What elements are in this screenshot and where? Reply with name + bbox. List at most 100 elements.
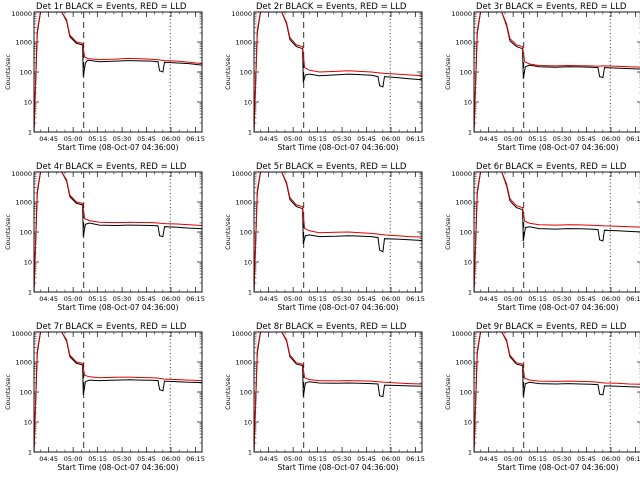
y-tick-label: 10 [24, 99, 32, 107]
x-tick-label: 06:15 [186, 295, 205, 303]
y-tick-label: 1 [28, 449, 32, 457]
x-axis-label: Start Time (08-Oct-07 04:36:00) [497, 143, 618, 152]
y-tick-label: 1000 [455, 199, 472, 207]
x-tick-label: 05:15 [528, 295, 547, 303]
y-tick-label: 1 [468, 449, 472, 457]
x-tick-label: 05:30 [333, 455, 352, 463]
x-axis-label: Start Time (08-Oct-07 04:36:00) [57, 303, 178, 312]
y-tick-label: 100 [20, 229, 32, 237]
x-tick-label: 05:30 [553, 135, 572, 143]
x-tick-label: 06:00 [382, 455, 401, 463]
y-tick-label: 100 [460, 389, 472, 397]
x-tick-label: 06:00 [382, 295, 401, 303]
y-axis-label: Counts/sec [224, 214, 232, 250]
x-tick-label: 05:30 [333, 295, 352, 303]
y-tick-label: 10 [244, 99, 252, 107]
y-tick-label: 10 [24, 259, 32, 267]
lld-series-line [254, 172, 422, 292]
x-tick-label: 05:30 [113, 135, 132, 143]
y-tick-label: 10000 [231, 10, 252, 18]
x-tick-label: 06:00 [382, 135, 401, 143]
y-tick-label: 10 [24, 419, 32, 427]
y-tick-label: 10 [464, 259, 472, 267]
x-tick-label: 04:45 [479, 455, 498, 463]
plot-frame [473, 11, 640, 133]
plot-title: Det 8r BLACK = Events, RED = LLD [256, 322, 407, 332]
x-tick-label: 06:15 [626, 295, 640, 303]
detector-plot-8: Det 8r BLACK = Events, RED = LLD Counts/s… [224, 322, 425, 472]
x-tick-label: 06:15 [406, 455, 425, 463]
plot-frame [253, 331, 423, 453]
detector-plot-4: Det 4r BLACK = Events, RED = LLD Counts/s… [4, 162, 205, 312]
y-tick-label: 10 [464, 99, 472, 107]
x-tick-label: 06:00 [162, 135, 181, 143]
x-tick-label: 05:00 [64, 135, 83, 143]
y-tick-label: 10000 [451, 330, 472, 338]
x-tick-label: 04:45 [479, 295, 498, 303]
x-axis-label: Start Time (08-Oct-07 04:36:00) [277, 303, 398, 312]
plot-title: Det 6r BLACK = Events, RED = LLD [476, 162, 627, 172]
y-tick-label: 1 [248, 129, 252, 137]
detector-plot-6: Det 6r BLACK = Events, RED = LLD Counts/s… [444, 162, 640, 312]
detector-plot-9: Det 9r BLACK = Events, RED = LLD Counts/s… [444, 322, 640, 472]
x-tick-label: 05:45 [577, 455, 596, 463]
y-tick-label: 10000 [231, 170, 252, 178]
lld-series-line [34, 12, 202, 132]
y-tick-label: 10000 [11, 10, 32, 18]
x-tick-label: 05:00 [284, 135, 303, 143]
y-tick-label: 10 [244, 259, 252, 267]
events-series-line [474, 332, 640, 452]
x-tick-label: 05:45 [357, 295, 376, 303]
x-tick-label: 05:30 [553, 295, 572, 303]
x-tick-label: 05:15 [528, 135, 547, 143]
x-tick-label: 05:45 [577, 135, 596, 143]
x-tick-label: 05:45 [357, 455, 376, 463]
lld-series-line [34, 172, 202, 292]
x-tick-label: 04:45 [479, 135, 498, 143]
x-tick-label: 05:15 [308, 295, 327, 303]
x-tick-label: 05:00 [284, 455, 303, 463]
x-axis-label: Start Time (08-Oct-07 04:36:00) [277, 143, 398, 152]
x-tick-label: 04:45 [39, 295, 58, 303]
y-axis-label: Counts/sec [444, 54, 452, 90]
x-tick-label: 05:00 [504, 455, 523, 463]
y-tick-label: 100 [460, 229, 472, 237]
y-tick-label: 10000 [11, 170, 32, 178]
plot-title: Det 9r BLACK = Events, RED = LLD [476, 322, 627, 332]
detector-plot-2: Det 2r BLACK = Events, RED = LLD Counts/s… [224, 2, 425, 152]
detector-plot-5: Det 5r BLACK = Events, RED = LLD Counts/s… [224, 162, 425, 312]
x-axis-label: Start Time (08-Oct-07 04:36:00) [277, 463, 398, 472]
y-tick-label: 100 [20, 389, 32, 397]
y-tick-label: 100 [20, 69, 32, 77]
x-tick-label: 06:00 [602, 295, 621, 303]
lld-series-line [474, 332, 640, 452]
plot-frame [33, 11, 203, 133]
x-tick-label: 05:00 [284, 295, 303, 303]
lld-series-line [254, 332, 422, 452]
y-axis-label: Counts/sec [224, 374, 232, 410]
events-series-line [34, 12, 202, 132]
y-tick-label: 1 [248, 289, 252, 297]
x-tick-label: 05:45 [357, 135, 376, 143]
events-series-line [34, 172, 202, 292]
x-tick-label: 05:15 [88, 295, 107, 303]
x-tick-label: 06:15 [186, 455, 205, 463]
plot-frame [33, 171, 203, 293]
plot-frame [253, 11, 423, 133]
plot-title: Det 7r BLACK = Events, RED = LLD [36, 322, 187, 332]
y-tick-label: 100 [240, 229, 252, 237]
plot-frame [473, 171, 640, 293]
x-tick-label: 04:45 [259, 295, 278, 303]
y-tick-label: 10000 [11, 330, 32, 338]
x-tick-label: 05:45 [137, 455, 156, 463]
y-tick-label: 10 [464, 419, 472, 427]
x-axis-label: Start Time (08-Oct-07 04:36:00) [57, 463, 178, 472]
x-tick-label: 04:45 [259, 455, 278, 463]
x-tick-label: 06:15 [626, 455, 640, 463]
x-tick-label: 05:00 [64, 455, 83, 463]
x-tick-label: 06:15 [406, 135, 425, 143]
y-tick-label: 1 [248, 449, 252, 457]
y-tick-label: 1000 [15, 39, 32, 47]
x-tick-label: 05:00 [504, 295, 523, 303]
